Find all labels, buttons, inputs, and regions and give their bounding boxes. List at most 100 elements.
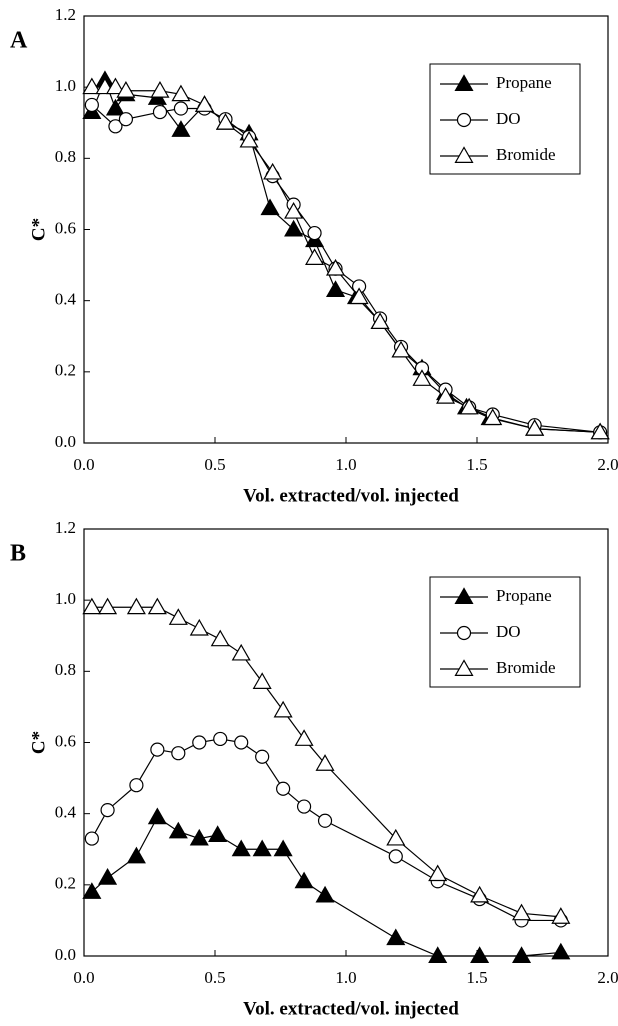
marker [82, 77, 102, 95]
marker [349, 287, 369, 305]
legend: Propane DO Bromide [429, 63, 581, 175]
chart-panel: A C* Vol. extracted/vol. injected 0.0 0.2 0.4… [10, 5, 618, 506]
marker [454, 659, 474, 676]
x-tick-label: 2.0 [597, 455, 618, 474]
marker [454, 146, 474, 163]
marker [147, 597, 167, 615]
legend-label: DO [496, 109, 521, 128]
panel-label: A [10, 28, 28, 54]
marker [189, 828, 209, 846]
marker [82, 882, 102, 899]
y-axis-label: C* [28, 731, 49, 754]
marker [512, 946, 532, 963]
marker [215, 113, 236, 130]
marker [126, 846, 146, 864]
marker [239, 130, 259, 148]
y-tick-label: 0.2 [55, 361, 76, 380]
marker [98, 868, 118, 885]
legend: Propane DO Bromide [429, 576, 581, 688]
marker [208, 825, 228, 842]
x-tick-label: 1.0 [335, 455, 356, 474]
y-tick-label: 1.2 [55, 5, 76, 24]
y-tick-label: 1.0 [55, 76, 76, 95]
panel-label: B [10, 541, 26, 567]
marker [252, 839, 272, 857]
marker [116, 81, 136, 98]
marker [255, 749, 270, 764]
marker [456, 112, 472, 128]
marker [171, 120, 191, 137]
chart-panel: B C* Vol. extracted/vol. injected 0.0 0.2 0.4… [10, 518, 618, 1019]
marker [370, 312, 390, 329]
marker [551, 942, 571, 960]
y-tick-label: 0.6 [55, 731, 76, 750]
marker [512, 903, 532, 921]
y-tick-label: 0.4 [55, 803, 77, 822]
marker [483, 408, 503, 426]
marker [168, 821, 188, 839]
y-tick-label: 0.8 [55, 660, 76, 679]
x-tick-label: 1.0 [335, 968, 356, 987]
marker [296, 799, 312, 814]
marker [84, 97, 99, 113]
marker [100, 803, 115, 818]
marker [317, 813, 333, 828]
marker [126, 597, 146, 615]
marker [108, 119, 123, 134]
marker [173, 101, 189, 116]
marker [98, 597, 118, 615]
x-axis-label: Vol. extracted/vol. injected [243, 485, 459, 506]
legend-label: Bromide [496, 145, 556, 164]
marker [171, 84, 191, 102]
marker [386, 928, 406, 946]
marker [470, 885, 490, 903]
marker [129, 778, 144, 793]
marker [388, 849, 403, 864]
x-tick-label: 0.0 [73, 968, 94, 987]
marker [118, 112, 134, 127]
y-tick-label: 0.0 [55, 945, 76, 964]
y-axis-label: C* [28, 218, 49, 241]
legend-label: DO [496, 622, 521, 641]
marker [260, 198, 280, 216]
marker [305, 248, 325, 265]
marker [84, 831, 99, 846]
marker [213, 731, 228, 747]
marker [454, 587, 474, 604]
marker [307, 225, 322, 241]
marker [325, 258, 346, 276]
marker [470, 946, 490, 963]
marker [150, 81, 170, 98]
marker [231, 643, 251, 661]
marker [231, 839, 251, 857]
marker [412, 369, 432, 386]
x-tick-label: 2.0 [597, 968, 618, 987]
marker [325, 280, 346, 297]
marker [315, 885, 335, 903]
marker [284, 201, 304, 219]
marker [436, 387, 456, 404]
marker [210, 629, 230, 647]
y-tick-label: 0.2 [55, 874, 76, 893]
x-tick-label: 1.5 [466, 968, 487, 987]
x-tick-label: 0.5 [204, 455, 225, 474]
marker [391, 340, 411, 358]
legend-label: Propane [496, 586, 552, 605]
marker [194, 95, 215, 112]
marker [263, 162, 283, 180]
marker [456, 625, 472, 641]
marker [105, 77, 125, 95]
y-tick-label: 1.2 [55, 518, 76, 537]
marker [428, 946, 448, 963]
marker [105, 98, 125, 116]
y-tick-label: 0.4 [55, 290, 77, 309]
x-tick-label: 1.5 [466, 455, 487, 474]
x-axis-label: Vol. extracted/vol. injected [243, 998, 459, 1019]
marker [294, 729, 314, 746]
marker [315, 754, 335, 771]
marker [273, 700, 293, 718]
marker [386, 828, 406, 846]
marker [284, 219, 304, 237]
